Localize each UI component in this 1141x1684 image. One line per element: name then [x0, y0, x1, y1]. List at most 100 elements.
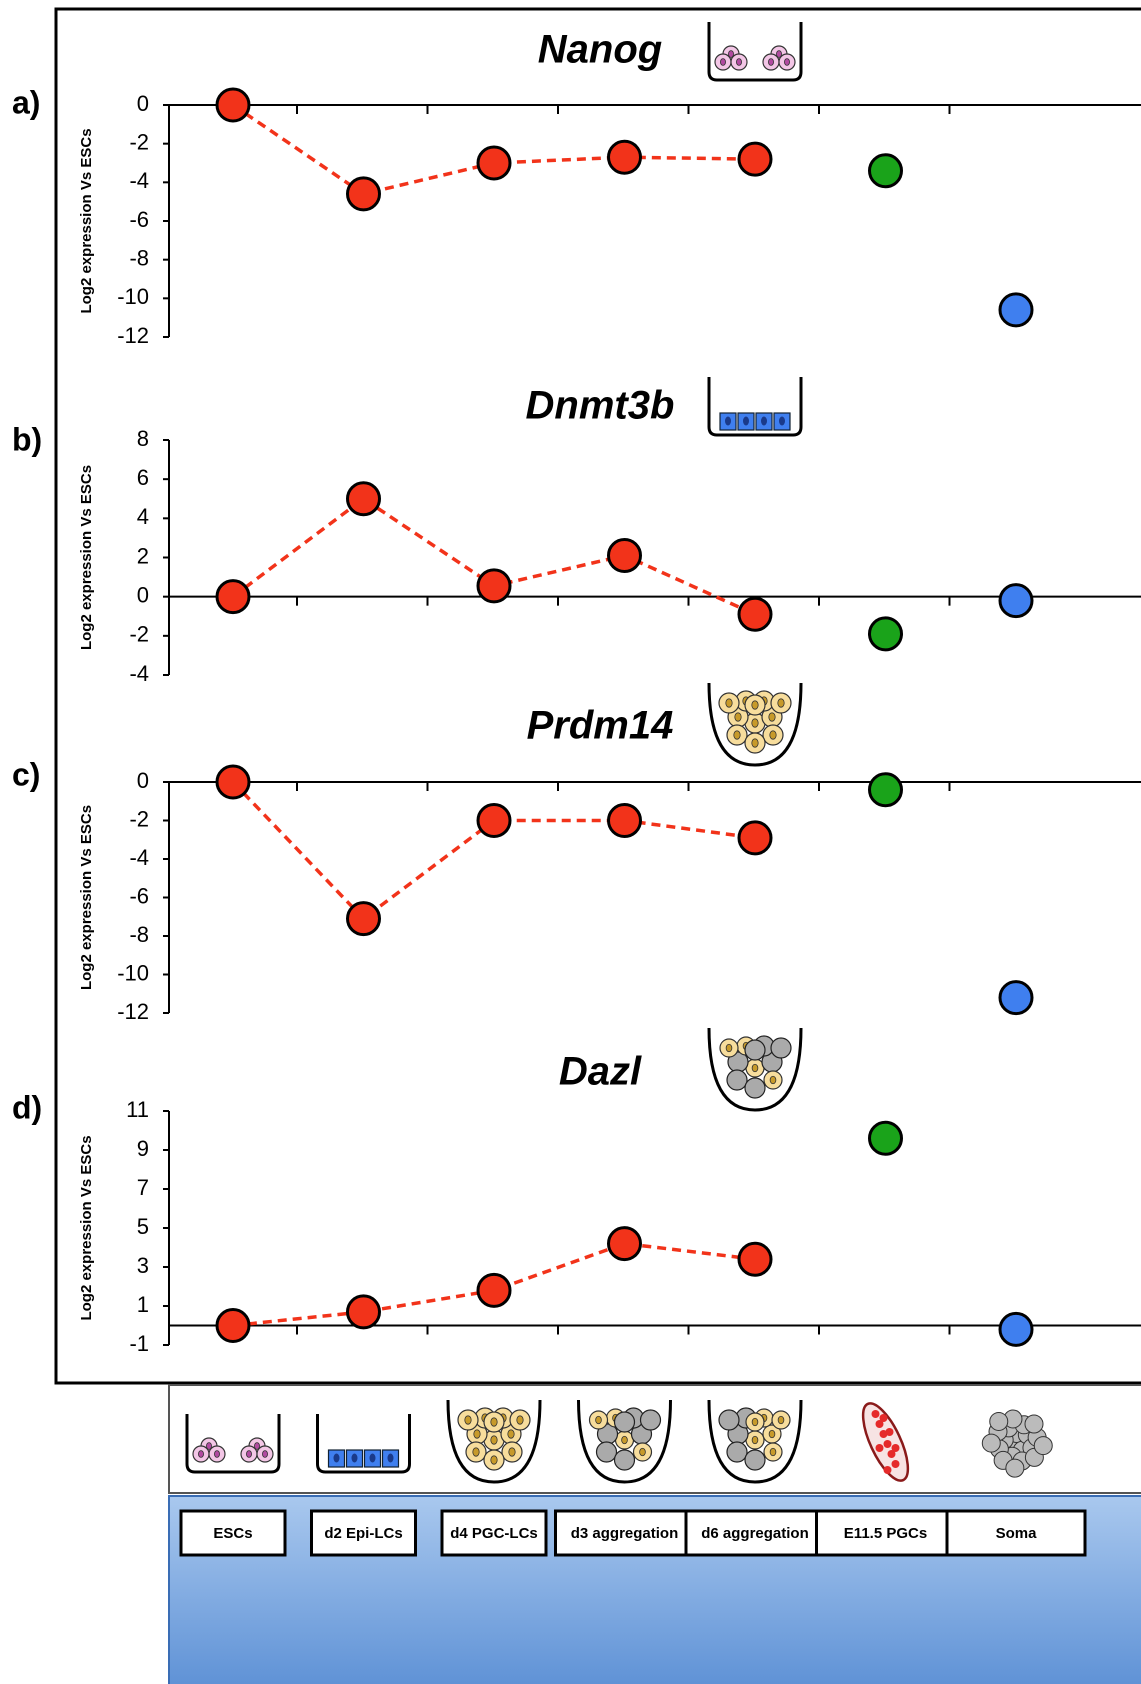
chart-title: Dnmt3b: [526, 384, 675, 428]
nucleus: [752, 1418, 758, 1426]
cell: [719, 1410, 739, 1430]
marker: [478, 805, 510, 837]
nucleus: [761, 417, 767, 426]
dish: [709, 22, 801, 80]
nucleus: [370, 1454, 376, 1463]
marker: [348, 483, 380, 515]
nucleus: [752, 1064, 758, 1072]
cell: [884, 1440, 892, 1448]
y-tick-label: 5: [137, 1214, 149, 1239]
category-label: d4 PGC-LCs: [450, 1525, 538, 1542]
y-tick-label: 7: [137, 1175, 149, 1200]
category-label: d6 aggregation: [701, 1525, 809, 1542]
marker: [739, 598, 771, 630]
y-tick-label: -2: [129, 806, 149, 831]
category-label: d2 Epi-LCs: [324, 1525, 402, 1542]
nucleus: [473, 1448, 479, 1456]
marker: [739, 143, 771, 175]
category-label: Soma: [996, 1525, 1038, 1542]
marker: [609, 141, 641, 173]
y-axis-label: Log2 expression Vs ESCs: [78, 1135, 95, 1320]
marker: [1000, 982, 1032, 1014]
nucleus: [770, 1076, 776, 1084]
y-tick-label: 3: [137, 1253, 149, 1278]
nucleus: [769, 1430, 775, 1438]
category-label: d3 aggregation: [571, 1525, 679, 1542]
nucleus: [752, 701, 758, 709]
y-tick-label: 4: [137, 504, 149, 529]
nucleus: [743, 417, 749, 426]
y-tick-label: 1: [137, 1292, 149, 1317]
y-tick-label: -10: [117, 960, 149, 985]
y-tick-label: -4: [129, 168, 149, 193]
y-tick-label: -4: [129, 845, 149, 870]
panel-label: b): [12, 421, 42, 457]
icon: [709, 683, 801, 765]
nucleus: [198, 1451, 203, 1458]
marker: [870, 1122, 902, 1154]
marker: [1000, 1313, 1032, 1345]
y-tick-label: 11: [126, 1097, 149, 1122]
figure: a)NanogLog2 expression Vs ESCs0-2-4-6-8-…: [0, 0, 1141, 1684]
cell: [745, 1078, 765, 1098]
nucleus: [779, 417, 785, 426]
y-tick-label: -8: [129, 245, 149, 270]
cell: [892, 1460, 900, 1468]
panel-label: c): [12, 756, 40, 792]
marker: [1000, 294, 1032, 326]
nucleus: [262, 1451, 267, 1458]
y-tick-label: -1: [129, 1331, 149, 1356]
nucleus: [725, 417, 731, 426]
y-tick-label: -8: [129, 922, 149, 947]
y-tick-label: -12: [117, 323, 149, 348]
nucleus: [352, 1454, 358, 1463]
nucleus: [596, 1416, 602, 1424]
nucleus: [768, 59, 773, 66]
nucleus: [640, 1448, 646, 1456]
nucleus: [720, 59, 725, 66]
cell: [1034, 1437, 1052, 1455]
cell: [982, 1434, 1000, 1452]
y-tick-label: 6: [137, 465, 149, 490]
marker: [348, 1296, 380, 1328]
cell: [892, 1444, 900, 1452]
y-tick-label: -6: [129, 883, 149, 908]
cell: [615, 1450, 635, 1470]
cell: [1025, 1415, 1043, 1433]
y-axis-label: Log2 expression Vs ESCs: [78, 128, 95, 313]
nucleus: [474, 1430, 480, 1438]
cell: [615, 1412, 635, 1432]
cell: [1006, 1459, 1024, 1477]
panel-label: d): [12, 1089, 42, 1125]
nucleus: [509, 1448, 515, 1456]
chart-title: Prdm14: [527, 704, 674, 748]
nucleus: [778, 699, 784, 707]
nucleus: [508, 1430, 514, 1438]
marker: [217, 766, 249, 798]
nucleus: [491, 1456, 497, 1464]
cell: [771, 1038, 791, 1058]
marker: [478, 570, 510, 602]
marker: [348, 178, 380, 210]
nucleus: [517, 1416, 523, 1424]
marker: [739, 822, 771, 854]
nucleus: [735, 713, 741, 721]
nucleus: [770, 731, 776, 739]
nucleus: [752, 1436, 758, 1444]
nucleus: [491, 1418, 497, 1426]
nucleus: [726, 1044, 732, 1052]
chart-title: Nanog: [538, 28, 662, 72]
marker: [1000, 585, 1032, 617]
marker: [217, 1310, 249, 1342]
nucleus: [734, 731, 740, 739]
nucleus: [465, 1416, 471, 1424]
cell: [876, 1444, 884, 1452]
icon: [709, 22, 801, 80]
cell: [727, 1442, 747, 1462]
icon: [709, 1028, 801, 1110]
cell: [727, 1070, 747, 1090]
marker: [609, 805, 641, 837]
nucleus: [214, 1451, 219, 1458]
marker: [478, 1274, 510, 1306]
y-tick-label: -6: [129, 207, 149, 232]
